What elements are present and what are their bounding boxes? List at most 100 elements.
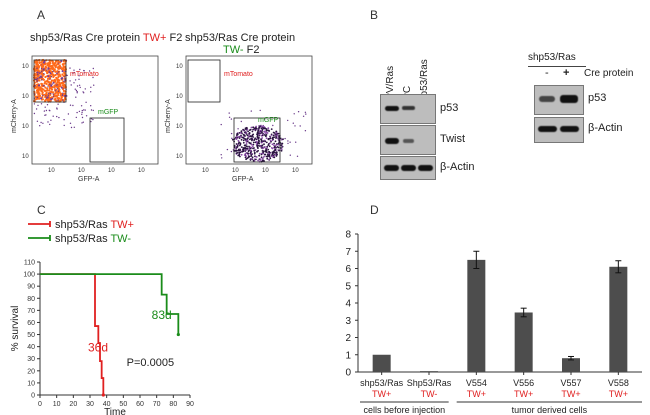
flow-dot <box>44 62 47 65</box>
flow-dot <box>35 78 37 81</box>
flow-dot <box>83 70 85 72</box>
flow-dot <box>43 69 45 71</box>
flow-dot <box>41 70 43 73</box>
flow-dot <box>90 91 92 93</box>
flow-dot <box>253 139 255 141</box>
flow-dot <box>57 83 60 86</box>
flow-dot <box>238 141 240 144</box>
bar-category-label-6: V558 <box>608 378 629 388</box>
flow-dot <box>34 85 36 87</box>
flow-dot <box>47 67 50 70</box>
panel-label-a: A <box>37 8 46 22</box>
flow-dot <box>46 69 48 71</box>
flow-right-ytick-1: 10 <box>176 64 183 70</box>
flow-dot <box>265 155 268 158</box>
flow-dot <box>53 68 56 71</box>
flow-plot-left: 10 10 10 10 mCherry-A mTomato mGFP 10 10… <box>11 55 159 183</box>
flow-dot <box>51 73 55 77</box>
flow-dot <box>83 72 85 74</box>
flow-dot <box>81 109 84 112</box>
flow-dot <box>235 135 238 138</box>
flow-dot <box>51 83 53 85</box>
flow-dot <box>35 69 38 72</box>
bar-category-label-3: V554 <box>466 378 487 388</box>
survival-xtick-label: 60 <box>136 401 144 408</box>
bar-ytick-label: 6 <box>345 264 351 275</box>
flow-dot <box>49 70 53 73</box>
flow-dot <box>261 134 264 137</box>
flow-dot <box>36 67 38 69</box>
flow-dot <box>237 128 239 130</box>
flow-dot <box>255 158 257 161</box>
flow-dot <box>259 109 261 112</box>
flow-dot <box>256 133 258 136</box>
blot-label-p53: p53 <box>440 102 459 114</box>
flow-dot <box>262 151 264 154</box>
flow-dot <box>272 124 274 127</box>
flow-left-title-text: shp53/Ras Cre protein <box>30 32 141 44</box>
flow-dot <box>39 88 42 91</box>
survival-legend-label-1: shp53/Ras TW+ <box>55 219 134 231</box>
flow-dot <box>255 138 258 141</box>
flow-dot <box>278 137 280 140</box>
flow-dot <box>255 141 258 143</box>
flow-dot <box>82 91 84 93</box>
flow-dot <box>50 84 53 87</box>
flow-dot <box>235 146 238 148</box>
flow-dot <box>60 81 63 85</box>
bar-ytick-label: 4 <box>345 299 351 310</box>
flow-dot <box>48 89 51 92</box>
flow-dot <box>53 84 56 87</box>
flow-dot <box>48 92 50 95</box>
flow-dot <box>36 89 40 92</box>
flow-dot <box>50 75 52 78</box>
flow-dot <box>44 89 47 92</box>
flow-dot <box>234 150 237 152</box>
flow-dot <box>40 103 43 105</box>
flow-dot <box>49 123 51 126</box>
flow-dot <box>52 70 54 73</box>
flow-dot <box>43 110 46 112</box>
flow-dot <box>297 111 300 113</box>
survival-series-end-2 <box>176 332 180 337</box>
flow-dot <box>62 86 65 89</box>
flow-dot <box>76 91 78 93</box>
flow-dot <box>51 98 53 100</box>
flow-dot <box>58 116 60 119</box>
bar-group-label-1: cells before injection <box>364 405 446 415</box>
flow-dot <box>73 126 76 128</box>
flow-dot <box>79 86 81 89</box>
flow-dot <box>231 138 234 141</box>
blot-right-actin-strip <box>534 117 584 143</box>
flow-dot <box>53 98 56 101</box>
flow-dot <box>63 76 66 78</box>
bar-ytick-label: 7 <box>345 247 351 258</box>
flow-dot <box>75 96 77 98</box>
flow-dot <box>292 122 294 124</box>
survival-ytick-label: 110 <box>24 260 35 267</box>
flow-dot <box>41 98 45 101</box>
flow-dot <box>37 87 41 90</box>
flow-dot <box>246 134 249 137</box>
flow-dot <box>243 134 246 137</box>
flow-dot <box>76 92 78 94</box>
flow-dot <box>242 136 244 139</box>
flow-dot <box>287 142 289 145</box>
flow-dot <box>93 84 95 86</box>
flow-left-xlabel: GFP-A <box>78 176 100 183</box>
flow-dot <box>246 143 248 145</box>
flow-dot <box>55 76 58 79</box>
flow-dot <box>252 159 255 162</box>
flow-dot <box>64 79 66 82</box>
flow-dot <box>252 126 254 129</box>
flow-left-xtick-1: 10 <box>48 168 55 174</box>
flow-dot <box>244 148 247 150</box>
flow-dot <box>275 144 277 147</box>
bar-ytick-label: 5 <box>345 281 351 292</box>
flow-dot <box>55 64 58 67</box>
flow-dot <box>263 130 265 133</box>
flow-dot <box>78 110 81 113</box>
flow-dot <box>237 139 240 142</box>
flow-dot <box>78 78 80 80</box>
flow-dot <box>269 139 272 142</box>
